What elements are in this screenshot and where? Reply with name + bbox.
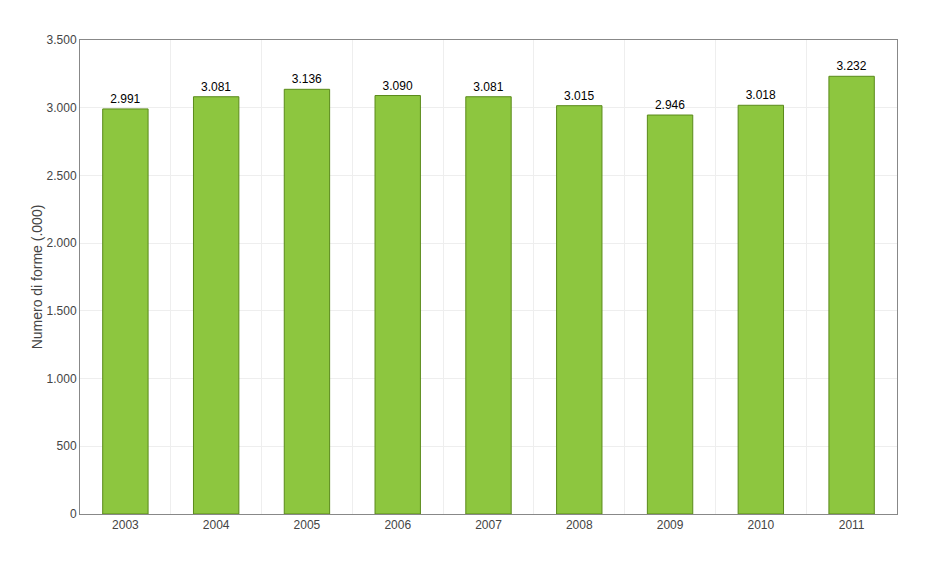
svg-text:3.081: 3.081	[473, 80, 503, 94]
svg-text:1.000: 1.000	[47, 372, 77, 386]
svg-text:3.500: 3.500	[47, 33, 77, 47]
svg-text:2006: 2006	[384, 518, 411, 532]
svg-text:3.090: 3.090	[383, 79, 413, 93]
svg-text:Numero di forme (.000): Numero di forme (.000)	[29, 205, 45, 350]
svg-text:2008: 2008	[566, 518, 593, 532]
svg-text:2005: 2005	[294, 518, 321, 532]
svg-text:3.000: 3.000	[47, 101, 77, 115]
svg-text:3.232: 3.232	[836, 59, 866, 73]
svg-text:2.500: 2.500	[47, 169, 77, 183]
svg-text:3.015: 3.015	[564, 89, 594, 103]
svg-text:2003: 2003	[112, 518, 139, 532]
svg-text:3.081: 3.081	[201, 80, 231, 94]
svg-text:3.018: 3.018	[746, 88, 776, 102]
svg-text:1.500: 1.500	[47, 304, 77, 318]
svg-text:2009: 2009	[657, 518, 684, 532]
svg-text:0: 0	[70, 507, 77, 521]
svg-text:2004: 2004	[203, 518, 230, 532]
svg-text:500: 500	[57, 439, 77, 453]
svg-text:2011: 2011	[839, 518, 865, 532]
svg-text:2.991: 2.991	[110, 92, 140, 106]
svg-text:2010: 2010	[747, 518, 774, 532]
svg-text:2.000: 2.000	[47, 236, 77, 250]
svg-text:2007: 2007	[475, 518, 502, 532]
svg-text:2.946: 2.946	[655, 98, 685, 112]
svg-text:3.136: 3.136	[292, 72, 322, 86]
